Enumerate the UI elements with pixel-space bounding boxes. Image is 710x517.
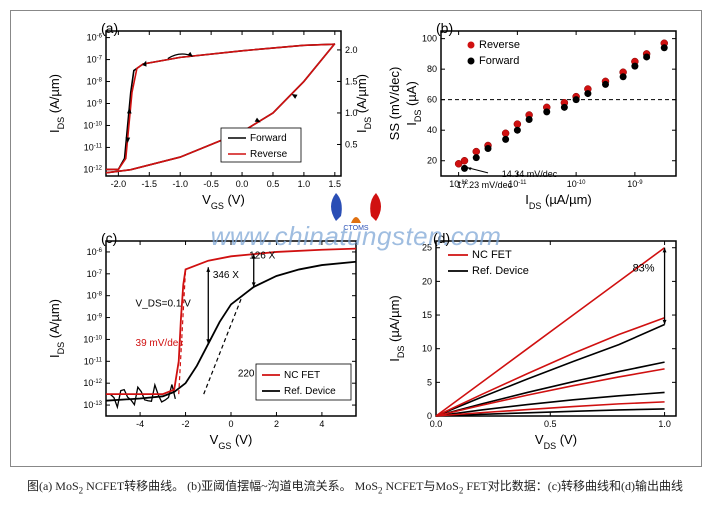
svg-text:10-8: 10-8 xyxy=(87,291,103,301)
svg-text:2.0: 2.0 xyxy=(345,45,358,55)
svg-text:10-9: 10-9 xyxy=(627,179,643,189)
svg-text:NC FET: NC FET xyxy=(284,370,320,381)
svg-text:VGS (V): VGS (V) xyxy=(210,432,253,451)
svg-text:-1.5: -1.5 xyxy=(142,179,158,189)
panel-c: (c) -4 -2 0 2 4 10-13 10-12 10-11 10-10 10-9 10-8 1… xyxy=(41,226,371,456)
svg-text:Ref. Device: Ref. Device xyxy=(284,386,336,397)
svg-text:-2.0: -2.0 xyxy=(111,179,127,189)
svg-text:0.5: 0.5 xyxy=(544,419,557,429)
svg-text:10-12: 10-12 xyxy=(83,378,102,388)
svg-text:-0.5: -0.5 xyxy=(203,179,219,189)
svg-text:14.34 mV/dec: 14.34 mV/dec xyxy=(502,169,558,179)
svg-text:10-10: 10-10 xyxy=(83,334,102,344)
svg-text:10-9: 10-9 xyxy=(87,313,103,323)
figure-caption: 图(a) MoS2 NCFET转移曲线。 (b)亚阈值摆幅~沟道电流关系。 Mo… xyxy=(10,477,700,498)
svg-text:Ref. Device: Ref. Device xyxy=(472,265,529,277)
panel-c-label: (c) xyxy=(101,230,117,246)
svg-text:IDS (µA/µm): IDS (µA/µm) xyxy=(387,295,406,362)
svg-text:10-8: 10-8 xyxy=(87,77,103,87)
svg-text:IDS (A/µm): IDS (A/µm) xyxy=(47,74,66,133)
svg-text:0.0: 0.0 xyxy=(236,179,249,189)
svg-text:346 X: 346 X xyxy=(213,270,239,281)
svg-text:-2: -2 xyxy=(182,419,190,429)
svg-text:4: 4 xyxy=(319,419,324,429)
svg-text:VDS (V): VDS (V) xyxy=(535,432,577,451)
svg-text:20: 20 xyxy=(427,156,437,166)
svg-text:100: 100 xyxy=(422,34,437,44)
panel-d-label: (d) xyxy=(433,230,450,246)
svg-text:10-10: 10-10 xyxy=(83,120,102,130)
svg-text:2: 2 xyxy=(274,419,279,429)
svg-text:IDS (µA/µm): IDS (µA/µm) xyxy=(525,192,592,211)
figure-container: (a) -2.0-1.5-1.0-0.50.00.51.01.510-1210-… xyxy=(10,10,702,467)
svg-text:39 mV/dec: 39 mV/dec xyxy=(136,338,184,349)
cap-p4: FET对比数据：(c)转移曲线和(d)输出曲线 xyxy=(463,479,683,493)
svg-text:0: 0 xyxy=(427,411,432,421)
svg-text:IDS (A/µm): IDS (A/µm) xyxy=(47,299,66,358)
panel-d: (d) 0.00.51.00510152025IDS (µA/µm)VDS (V… xyxy=(381,226,691,456)
svg-text:10-6: 10-6 xyxy=(87,247,103,257)
svg-text:10-12: 10-12 xyxy=(83,164,102,174)
svg-text:VGS (V): VGS (V) xyxy=(202,192,245,211)
svg-text:10-13: 10-13 xyxy=(83,400,102,410)
svg-text:80: 80 xyxy=(427,64,437,74)
svg-text:-1.0: -1.0 xyxy=(172,179,188,189)
svg-text:1.5: 1.5 xyxy=(329,179,342,189)
svg-text:1.0: 1.0 xyxy=(658,419,671,429)
svg-text:83%: 83% xyxy=(633,262,655,274)
svg-text:10-11: 10-11 xyxy=(84,356,103,366)
svg-text:20: 20 xyxy=(422,276,432,286)
svg-text:V_DS=0.1 V: V_DS=0.1 V xyxy=(136,299,192,310)
svg-text:0: 0 xyxy=(228,419,233,429)
panel-a-label: (a) xyxy=(101,20,118,36)
svg-text:Forward: Forward xyxy=(479,55,519,67)
svg-text:IDS (A/µm): IDS (A/µm) xyxy=(354,74,371,133)
svg-text:-4: -4 xyxy=(136,419,144,429)
svg-text:10-11: 10-11 xyxy=(84,142,103,152)
svg-text:10-9: 10-9 xyxy=(87,99,103,109)
svg-text:Reverse: Reverse xyxy=(250,149,288,160)
cap-p3: NCFET与MoS xyxy=(383,479,459,493)
panel-a: (a) -2.0 -1.5 -1.0 -0.5 0.0 0.5 1.0 1.5 10-12 10-… xyxy=(41,16,371,216)
svg-text:5: 5 xyxy=(427,377,432,387)
svg-text:17.23 mV/dec: 17.23 mV/dec xyxy=(457,180,513,190)
cap-p1: 图(a) MoS xyxy=(27,479,79,493)
svg-text:40: 40 xyxy=(427,125,437,135)
panel-b: (b) 10-1210-1110-1010-920406080100SS (mV… xyxy=(381,16,691,216)
svg-text:25: 25 xyxy=(422,243,432,253)
svg-text:126 X: 126 X xyxy=(249,251,275,262)
svg-text:60: 60 xyxy=(427,95,437,105)
svg-text:NC FET: NC FET xyxy=(472,249,512,261)
svg-text:Forward: Forward xyxy=(250,133,287,144)
svg-text:15: 15 xyxy=(422,310,432,320)
svg-text:0.5: 0.5 xyxy=(267,179,280,189)
svg-text:10-10: 10-10 xyxy=(567,179,586,189)
svg-text:IDS (µA): IDS (µA) xyxy=(404,81,423,126)
svg-text:0.5: 0.5 xyxy=(345,139,358,149)
cap-p2: NCFET转移曲线。 (b)亚阈值摆幅~沟道电流关系。 MoS xyxy=(83,479,378,493)
svg-text:10-7: 10-7 xyxy=(87,55,103,65)
svg-text:10-7: 10-7 xyxy=(87,269,103,279)
svg-text:10: 10 xyxy=(422,344,432,354)
svg-text:1.0: 1.0 xyxy=(298,179,311,189)
svg-text:Reverse: Reverse xyxy=(479,39,520,51)
panel-b-label: (b) xyxy=(436,20,453,36)
svg-text:SS (mV/dec): SS (mV/dec) xyxy=(387,67,402,141)
